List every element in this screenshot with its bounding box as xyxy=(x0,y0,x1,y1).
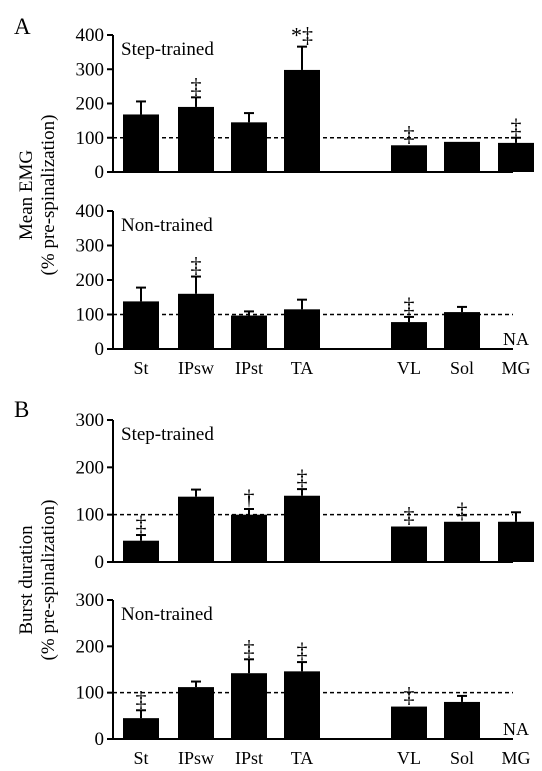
chart3-bar-IPst xyxy=(231,514,267,562)
chart2-bar-IPst xyxy=(231,315,267,349)
chart3-bar-TA xyxy=(284,495,320,562)
chart2-y-tick-label-3: 300 xyxy=(76,236,105,257)
chart2-bar-St xyxy=(123,301,159,349)
chart2-category-label-VL: VL xyxy=(397,358,421,378)
panel-label-a: A xyxy=(14,14,31,39)
chart1-y-tick-label-1: 100 xyxy=(76,128,105,149)
chart4-marker-TA: ‡ xyxy=(297,638,308,663)
chart4-bar-TA xyxy=(284,671,320,739)
chart2-bar-VL xyxy=(391,322,427,349)
chart4-missing-label-MG: NA xyxy=(503,719,529,739)
chart3-bar-Sol xyxy=(444,521,480,562)
y-axis-label-b-line2: (% pre-spinalization) xyxy=(38,500,59,661)
chart2-category-label-TA: TA xyxy=(291,358,314,378)
chart1-marker-IPsw: ‡ xyxy=(191,73,202,98)
chart4-bar-Sol xyxy=(444,701,480,739)
chart3-marker-VL: ‡ xyxy=(404,503,415,528)
chart4-bar-IPst xyxy=(231,673,267,739)
chart4-marker-St: ‡ xyxy=(136,686,147,711)
chart1-marker-MG: ‡ xyxy=(511,114,522,139)
chart4-bar-VL xyxy=(391,706,427,739)
chart1-bar-TA xyxy=(284,69,320,172)
chart1-y-tick-label-3: 300 xyxy=(76,59,105,80)
y-axis-label-b-line1: Burst duration xyxy=(16,525,37,635)
chart1-bar-St xyxy=(123,114,159,172)
chart4-category-label-IPsw: IPsw xyxy=(178,748,214,768)
chart3-y-tick-label-1: 100 xyxy=(76,505,105,526)
chart4-y-tick-label-1: 100 xyxy=(76,683,105,704)
chart2-marker-VL: ‡ xyxy=(404,293,415,318)
y-axis-label-a-line1: Mean EMG xyxy=(16,150,37,241)
chart1-bar-Sol xyxy=(444,141,480,172)
chart1-y-tick-label-0: 0 xyxy=(95,162,105,183)
chart3-y-tick-label-3: 300 xyxy=(76,410,105,431)
chart1-y-tick-label-2: 200 xyxy=(76,94,105,115)
chart4-y-tick-label-0: 0 xyxy=(95,729,105,750)
chart2-y-tick-label-0: 0 xyxy=(95,339,105,360)
chart2-y-tick-label-1: 100 xyxy=(76,305,105,326)
chart3-marker-Sol: ‡ xyxy=(457,498,468,523)
chart1-bar-MG xyxy=(498,142,534,172)
chart3-marker-IPst: † xyxy=(244,485,255,510)
chart4-title: Non-trained xyxy=(121,604,213,625)
chart3-y-tick-label-2: 200 xyxy=(76,457,105,478)
chart3-bar-St xyxy=(123,540,159,562)
chart2-marker-IPsw: ‡ xyxy=(191,253,202,278)
chart4-category-label-MG: MG xyxy=(501,748,530,768)
chart3-bar-MG xyxy=(498,521,534,562)
chart1-bar-IPsw xyxy=(178,106,214,172)
chart3-bar-IPsw xyxy=(178,496,214,562)
chart2-bar-Sol xyxy=(444,312,480,349)
chart4-marker-VL: ‡ xyxy=(404,683,415,708)
chart4-bar-St xyxy=(123,718,159,739)
chart1-bar-VL xyxy=(391,145,427,172)
chart2-category-label-St: St xyxy=(133,358,148,378)
y-axis-label-a-line2: (% pre-spinalization) xyxy=(38,115,59,276)
chart1-marker-VL: ‡ xyxy=(404,121,415,146)
chart2-missing-label-MG: NA xyxy=(503,329,529,349)
chart4-bar-IPsw xyxy=(178,687,214,739)
chart2-title: Non-trained xyxy=(121,215,213,236)
chart2-category-label-Sol: Sol xyxy=(450,358,474,378)
chart4-category-label-TA: TA xyxy=(291,748,314,768)
chart4-category-label-VL: VL xyxy=(397,748,421,768)
chart3-title: Step-trained xyxy=(121,424,214,445)
chart1-bar-IPst xyxy=(231,122,267,172)
chart3-marker-St: ‡ xyxy=(136,511,147,536)
chart2-category-label-IPst: IPst xyxy=(235,358,263,378)
chart3-marker-TA: ‡ xyxy=(297,465,308,490)
chart4-category-label-IPst: IPst xyxy=(235,748,263,768)
chart2-category-label-IPsw: IPsw xyxy=(178,358,214,378)
panel-label-b: B xyxy=(14,397,29,422)
chart1-y-tick-label-4: 400 xyxy=(76,25,105,46)
chart2-y-tick-label-2: 200 xyxy=(76,270,105,291)
chart4-category-label-Sol: Sol xyxy=(450,748,474,768)
y-axis-label-a: Mean EMG (% pre-spinalization) xyxy=(16,115,59,276)
chart2-y-tick-label-4: 400 xyxy=(76,201,105,222)
chart1-title: Step-trained xyxy=(121,39,214,60)
y-axis-label-b: Burst duration (% pre-spinalization) xyxy=(16,500,59,661)
chart3-bar-VL xyxy=(391,526,427,562)
chart4-marker-IPst: ‡ xyxy=(244,635,255,660)
chart2-category-label-MG: MG xyxy=(501,358,530,378)
chart1-marker-TA: *‡ xyxy=(291,23,313,48)
chart3-y-tick-label-0: 0 xyxy=(95,552,105,573)
chart2-bar-TA xyxy=(284,309,320,349)
chart2-bar-IPsw xyxy=(178,293,214,349)
chart4-y-tick-label-3: 300 xyxy=(76,590,105,611)
chart4-category-label-St: St xyxy=(133,748,148,768)
chart4-y-tick-label-2: 200 xyxy=(76,636,105,657)
